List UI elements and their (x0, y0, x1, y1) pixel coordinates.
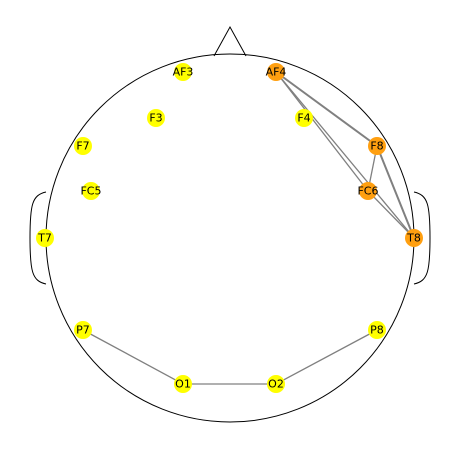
electrode-marker (174, 63, 192, 81)
electrode-p7: P7 (74, 321, 92, 339)
electrode-fc6: FC6 (357, 182, 379, 200)
electrode-marker (147, 109, 165, 127)
connection-af4-f8 (275, 71, 378, 147)
electrode-label: AF3 (173, 66, 194, 79)
connection-af4-t8 (275, 71, 415, 239)
nose-outline (213, 25, 247, 57)
electrode-p8: P8 (368, 321, 386, 339)
connection-p7-o1 (82, 329, 184, 385)
electrode-f7: F7 (74, 137, 92, 155)
electrode-af3: AF3 (173, 63, 194, 81)
connections-layer (82, 71, 415, 385)
electrode-t8: T8 (405, 229, 423, 247)
electrode-label: P8 (370, 324, 384, 337)
connection-o2-p8 (275, 329, 378, 385)
electrode-o2: O2 (267, 375, 285, 393)
electrode-f3: F3 (147, 109, 165, 127)
electrode-marker (267, 63, 285, 81)
electrode-label: F3 (149, 112, 162, 125)
electrodes-layer: AF3 AF4 F3 F4 F7 F8 FC5 FC6 T7 T8 P7 P8 O1 O2 (36, 63, 423, 393)
scalp-circle (45, 53, 415, 423)
electrode-label: F8 (370, 140, 383, 153)
electrode-marker (295, 109, 313, 127)
right-ear-outline (413, 191, 431, 285)
connection-fc6-t8 (367, 190, 415, 239)
electrode-label: AF4 (266, 66, 287, 79)
electrode-marker (405, 229, 423, 247)
electrode-label: F7 (76, 140, 89, 153)
electrode-marker (359, 182, 377, 200)
electrode-marker (174, 375, 192, 393)
electrode-label: T7 (37, 232, 52, 245)
electrode-label: FC5 (80, 185, 101, 198)
electrode-marker (74, 137, 92, 155)
electrode-label: O2 (268, 378, 284, 391)
electrode-fc5: FC5 (80, 182, 102, 200)
electrode-label: T8 (406, 232, 421, 245)
electrode-t7: T7 (36, 229, 54, 247)
electrode-o1: O1 (174, 375, 192, 393)
connection-af4-fc6 (275, 71, 369, 192)
electrode-af4: AF4 (266, 63, 287, 81)
electrode-marker (36, 229, 54, 247)
electrode-label: FC6 (357, 185, 378, 198)
left-ear-outline (29, 191, 47, 285)
electrode-marker (74, 321, 92, 339)
connection-f8-t8 (376, 145, 415, 239)
electrode-f8: F8 (368, 137, 386, 155)
electrode-marker (368, 321, 386, 339)
head-outline (29, 25, 431, 423)
electrode-marker (267, 375, 285, 393)
electrode-label: P7 (76, 324, 90, 337)
electrode-marker (82, 182, 100, 200)
electrode-f4: F4 (295, 109, 313, 127)
electrode-label: F4 (297, 112, 310, 125)
electrode-label: O1 (175, 378, 191, 391)
electrode-marker (368, 137, 386, 155)
